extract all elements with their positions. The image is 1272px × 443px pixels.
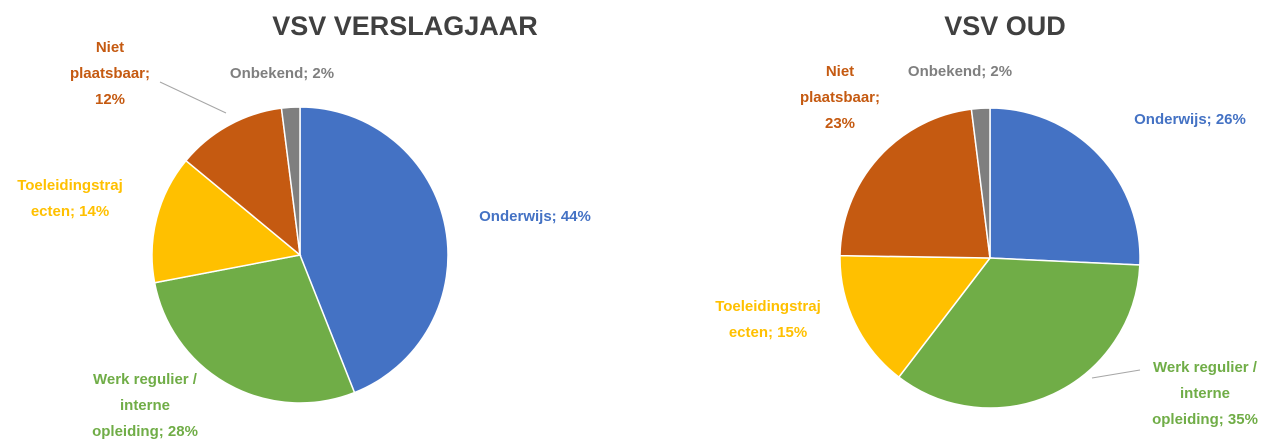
pie-slice (184, 107, 301, 257)
data-label: Werk regulier / (1153, 359, 1258, 376)
pie-slice (153, 254, 356, 404)
pie-slice (839, 254, 992, 379)
data-label: plaatsbaar; (70, 65, 150, 82)
data-label: Toeleidingstraj (17, 177, 123, 194)
chart-title: VSV VERSLAGJAAR (272, 11, 538, 41)
leader-line (1091, 369, 1141, 379)
data-label: ecten; 15% (729, 324, 807, 341)
data-label: ecten; 14% (31, 203, 109, 220)
data-label: Niet (96, 39, 124, 56)
data-label: opleiding; 28% (92, 423, 198, 440)
data-label: Onderwijs; 44% (479, 208, 591, 225)
data-label: 12% (95, 91, 125, 108)
data-label: Onbekend; 2% (230, 65, 334, 82)
pie-slice (299, 106, 449, 394)
data-label: Niet (826, 63, 854, 80)
pie-slice (897, 257, 1141, 409)
data-label: Onderwijs; 26% (1134, 111, 1246, 128)
data-label: opleiding; 35% (1152, 411, 1258, 428)
pie-slice (839, 108, 991, 259)
data-label: Toeleidingstraj (715, 298, 821, 315)
data-label: plaatsbaar; (800, 89, 880, 106)
pie-slice (970, 107, 991, 259)
data-label: Werk regulier / (93, 371, 198, 388)
pie-slice (151, 159, 302, 284)
chart-title: VSV OUD (944, 11, 1066, 41)
data-label: Onbekend; 2% (908, 63, 1012, 80)
data-label: interne (1180, 385, 1230, 402)
pie-slice (989, 107, 1141, 266)
pie-slice (280, 106, 301, 256)
data-label: 23% (825, 115, 855, 132)
leader-line (159, 81, 227, 114)
data-label: interne (120, 397, 170, 414)
